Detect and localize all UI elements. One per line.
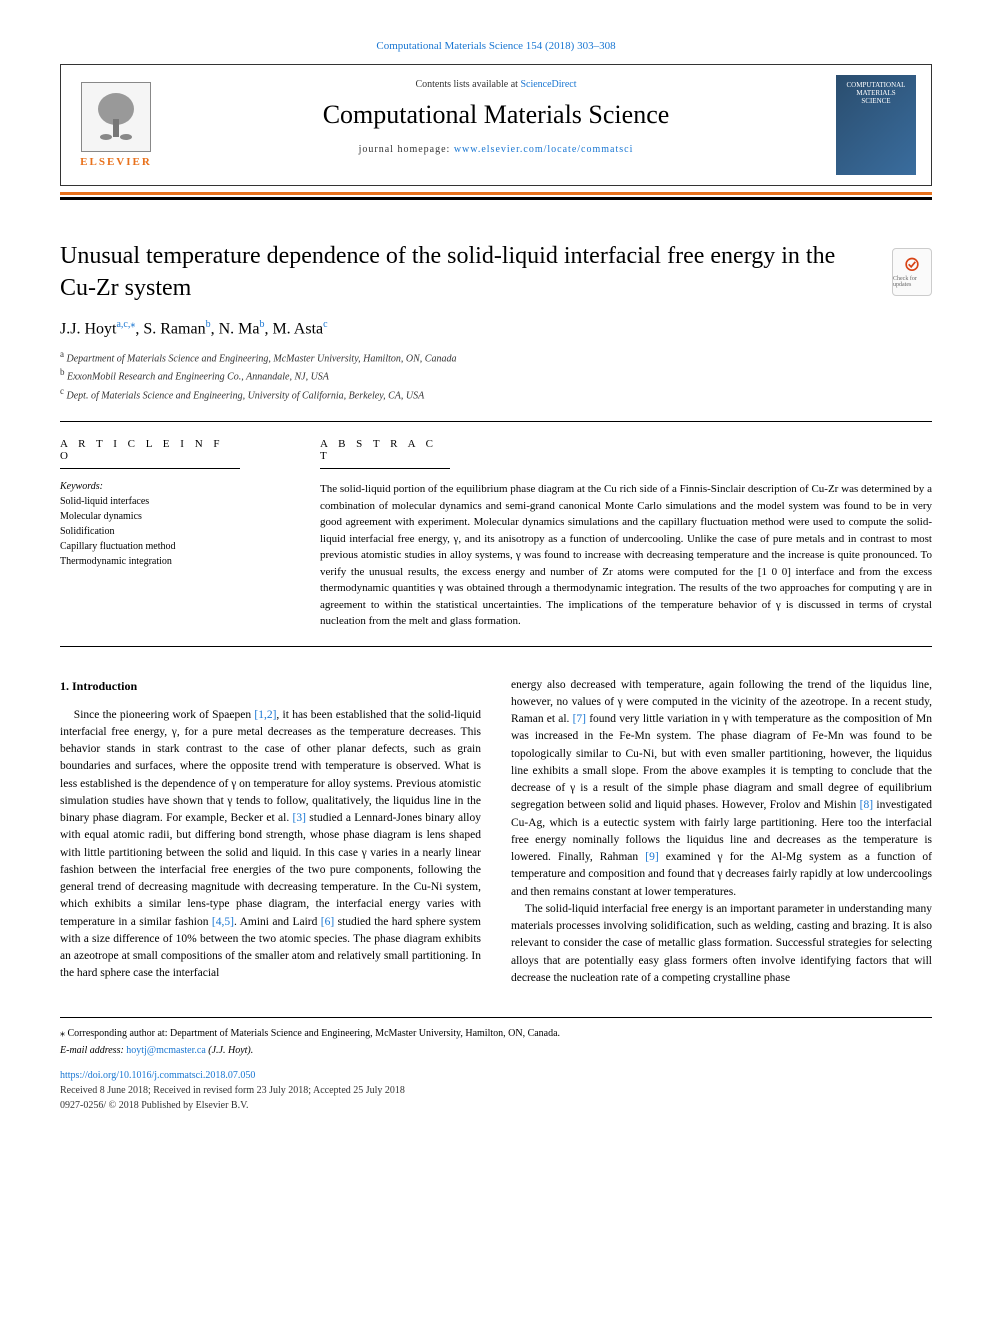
affil-a-text: Department of Materials Science and Engi…	[67, 353, 457, 364]
keyword-item: Molecular dynamics	[60, 509, 280, 524]
black-accent-bar	[60, 197, 932, 200]
author-1: J.J. Hoyt	[60, 320, 116, 337]
citation-link[interactable]: [1,2]	[254, 709, 276, 721]
info-abstract-row: A R T I C L E I N F O Keywords: Solid-li…	[60, 421, 932, 647]
contents-prefix: Contents lists available at	[415, 79, 520, 90]
author-2: , S. Raman	[135, 320, 205, 337]
article-info-heading: A R T I C L E I N F O	[60, 438, 240, 469]
body-paragraph: Since the pioneering work of Spaepen [1,…	[60, 707, 481, 983]
body-text: found very little variation in γ with te…	[511, 713, 932, 811]
body-col-right: energy also decreased with temperature, …	[511, 677, 932, 988]
affil-c-text: Dept. of Materials Science and Engineeri…	[67, 390, 425, 401]
keyword-item: Thermodynamic integration	[60, 554, 280, 569]
citation-link[interactable]: [9]	[645, 851, 658, 863]
keyword-item: Solid-liquid interfaces	[60, 494, 280, 509]
publisher-logo-block: ELSEVIER	[61, 65, 171, 185]
journal-header: ELSEVIER Contents lists available at Sci…	[60, 64, 932, 186]
citation-link[interactable]: [4,5]	[212, 916, 234, 928]
body-paragraph: The solid-liquid interfacial free energy…	[511, 901, 932, 987]
email-suffix: (J.J. Hoyt).	[206, 1045, 253, 1056]
header-center: Contents lists available at ScienceDirec…	[171, 65, 821, 185]
doi-link[interactable]: https://doi.org/10.1016/j.commatsci.2018…	[60, 1070, 255, 1081]
keyword-item: Solidification	[60, 524, 280, 539]
issn-copyright: 0927-0256/ © 2018 Published by Elsevier …	[60, 1098, 932, 1113]
article-head: Check for updates Unusual temperature de…	[60, 240, 932, 403]
body-text: . Amini and Laird	[234, 916, 321, 928]
authors-line: J.J. Hoyta,c,⁎, S. Ramanb, N. Mab, M. As…	[60, 319, 932, 338]
homepage-prefix: journal homepage:	[359, 144, 454, 155]
page-container: Computational Materials Science 154 (201…	[0, 0, 992, 1153]
section-1-heading: 1. Introduction	[60, 677, 481, 695]
citation-link[interactable]: [8]	[860, 799, 873, 811]
journal-title: Computational Materials Science	[181, 100, 811, 130]
check-updates-label: Check for updates	[893, 276, 931, 288]
publisher-name: ELSEVIER	[80, 156, 152, 168]
homepage-link[interactable]: www.elsevier.com/locate/commatsci	[454, 144, 634, 155]
cover-thumb-block: COMPUTATIONAL MATERIALS SCIENCE	[821, 65, 931, 185]
keyword-item: Capillary fluctuation method	[60, 539, 280, 554]
article-info-col: A R T I C L E I N F O Keywords: Solid-li…	[60, 438, 280, 630]
keywords-list: Solid-liquid interfaces Molecular dynami…	[60, 494, 280, 569]
tree-icon	[86, 87, 146, 147]
body-col-left: 1. Introduction Since the pioneering wor…	[60, 677, 481, 988]
homepage-line: journal homepage: www.elsevier.com/locat…	[181, 144, 811, 155]
affiliation-b: b ExxonMobil Research and Engineering Co…	[60, 366, 932, 384]
body-text: studied a Lennard-Jones binary alloy wit…	[60, 812, 481, 928]
top-citation: Computational Materials Science 154 (201…	[60, 40, 932, 52]
email-link[interactable]: hoytj@mcmaster.ca	[126, 1045, 205, 1056]
body-text: , it has been established that the solid…	[60, 709, 481, 825]
citation-link[interactable]: [3]	[293, 812, 306, 824]
body-paragraph: energy also decreased with temperature, …	[511, 677, 932, 901]
article-title: Unusual temperature dependence of the so…	[60, 240, 932, 305]
abstract-col: A B S T R A C T The solid-liquid portion…	[320, 438, 932, 630]
footer-block: ⁎ Corresponding author at: Department of…	[60, 1017, 932, 1113]
sciencedirect-link[interactable]: ScienceDirect	[520, 79, 576, 90]
elsevier-tree-icon	[81, 82, 151, 152]
citation-link[interactable]: [7]	[573, 713, 586, 725]
body-columns: 1. Introduction Since the pioneering wor…	[60, 677, 932, 988]
header-inner: ELSEVIER Contents lists available at Sci…	[61, 65, 931, 185]
citation-link[interactable]: Computational Materials Science 154 (201…	[376, 40, 615, 52]
check-updates-badge[interactable]: Check for updates	[892, 248, 932, 296]
author-4: , M. Asta	[264, 320, 323, 337]
abstract-text: The solid-liquid portion of the equilibr…	[320, 481, 932, 630]
affiliation-c: c Dept. of Materials Science and Enginee…	[60, 385, 932, 403]
body-text: Since the pioneering work of Spaepen	[74, 709, 255, 721]
email-line: E-mail address: hoytj@mcmaster.ca (J.J. …	[60, 1043, 932, 1058]
citation-link[interactable]: [6]	[321, 916, 334, 928]
affiliation-a: a Department of Materials Science and En…	[60, 348, 932, 366]
author-1-affil[interactable]: a,c,	[116, 319, 130, 330]
corresponding-author: ⁎ Corresponding author at: Department of…	[60, 1026, 932, 1041]
contents-line: Contents lists available at ScienceDirec…	[181, 79, 811, 90]
orange-accent-bar	[60, 192, 932, 195]
keywords-label: Keywords:	[60, 481, 280, 492]
journal-cover-thumbnail[interactable]: COMPUTATIONAL MATERIALS SCIENCE	[836, 75, 916, 175]
cover-text: COMPUTATIONAL MATERIALS SCIENCE	[842, 81, 910, 105]
affil-b-text: ExxonMobil Research and Engineering Co.,…	[67, 372, 329, 383]
affiliations: a Department of Materials Science and En…	[60, 348, 932, 403]
received-dates: Received 8 June 2018; Received in revise…	[60, 1083, 932, 1098]
author-4-affil[interactable]: c	[323, 319, 327, 330]
check-updates-icon	[902, 256, 922, 276]
author-3: , N. Ma	[211, 320, 260, 337]
abstract-heading: A B S T R A C T	[320, 438, 450, 469]
email-label: E-mail address:	[60, 1045, 126, 1056]
